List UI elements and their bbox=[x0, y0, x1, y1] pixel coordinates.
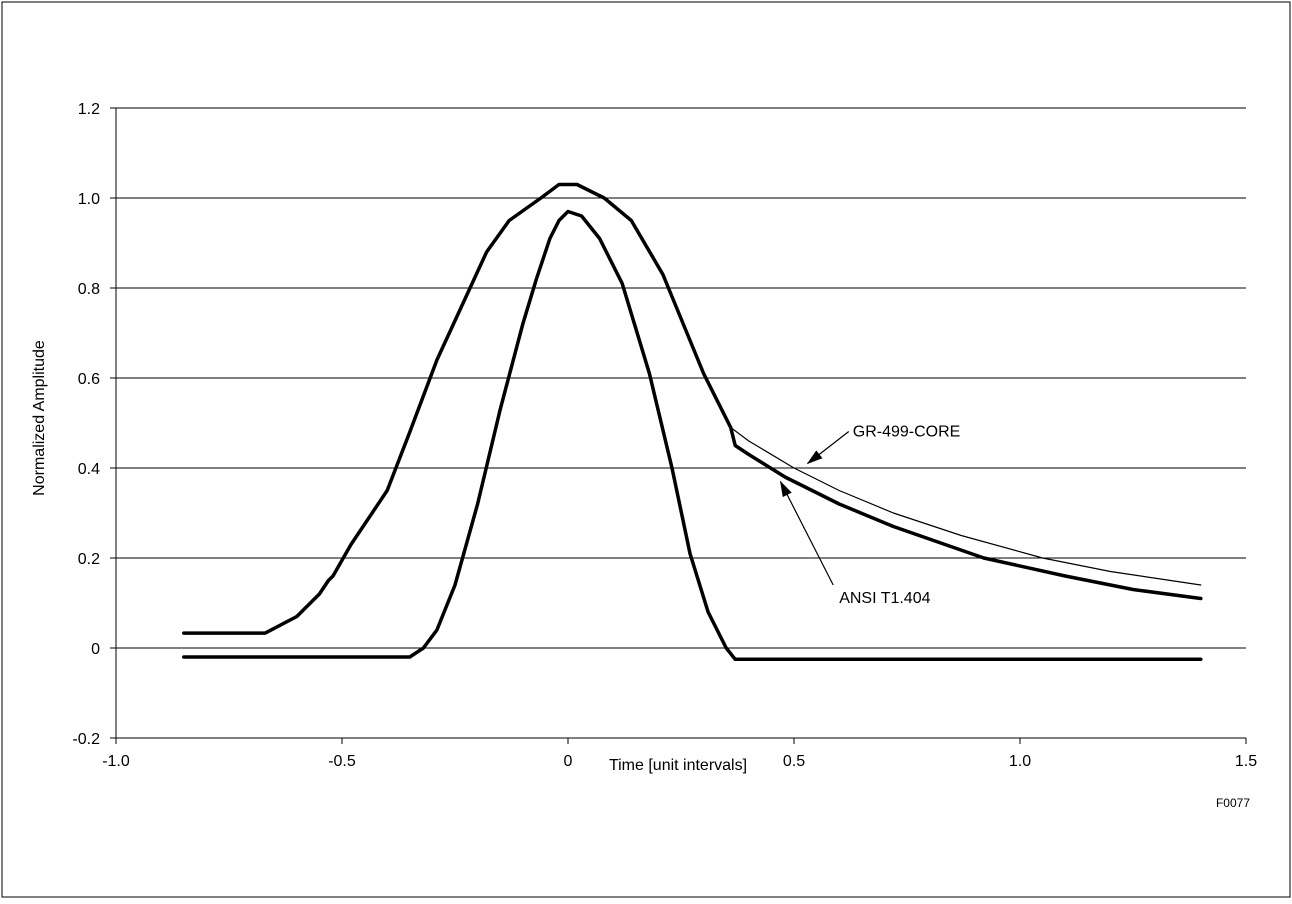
series-line-3 bbox=[182, 209, 1203, 662]
y-tick-label-5: 0.8 bbox=[78, 281, 100, 298]
y-axis-label: Normalized Amplitude bbox=[31, 340, 48, 496]
x-tick-label-2: 0 bbox=[564, 753, 573, 770]
y-axis-ticks: -0.2 0 0.2 0.4 0.6 0.8 1.0 1.2 bbox=[72, 101, 116, 748]
axes bbox=[115, 108, 1246, 739]
y-tick-label-6: 1.0 bbox=[78, 191, 100, 208]
y-tick-label-0: -0.2 bbox=[72, 731, 100, 748]
y-tick-label-2: 0.2 bbox=[78, 551, 100, 568]
x-tick-label-3: 0.5 bbox=[783, 753, 805, 770]
annotation-arrow-1 bbox=[779, 480, 834, 586]
annotation-label-1: ANSI T1.404 bbox=[839, 590, 930, 607]
y-tick-label-3: 0.4 bbox=[78, 461, 100, 478]
y-tick-label-7: 1.2 bbox=[78, 101, 100, 118]
series-line-1 bbox=[730, 426, 1202, 586]
x-axis-label: Time [unit intervals] bbox=[609, 757, 747, 774]
x-tick-label-5: 1.5 bbox=[1235, 753, 1257, 770]
series-lines bbox=[182, 182, 1203, 662]
annotation-arrow-0 bbox=[806, 431, 850, 465]
annotations: GR-499-CORE ANSI T1.404 bbox=[779, 424, 961, 607]
x-tick-label-0: -1.0 bbox=[102, 753, 130, 770]
figure-id: F0077 bbox=[1216, 796, 1250, 810]
x-tick-label-4: 1.0 bbox=[1009, 753, 1031, 770]
x-axis-ticks: -1.0 -0.5 0 0.5 1.0 1.5 bbox=[102, 738, 1257, 770]
y-tick-label-1: 0 bbox=[91, 641, 100, 658]
series-line-0 bbox=[182, 182, 733, 635]
y-tick-label-4: 0.6 bbox=[78, 371, 100, 388]
x-tick-label-1: -0.5 bbox=[328, 753, 356, 770]
gridlines bbox=[116, 107, 1246, 739]
series-line-2 bbox=[728, 425, 1203, 601]
annotation-label-0: GR-499-CORE bbox=[853, 424, 961, 441]
